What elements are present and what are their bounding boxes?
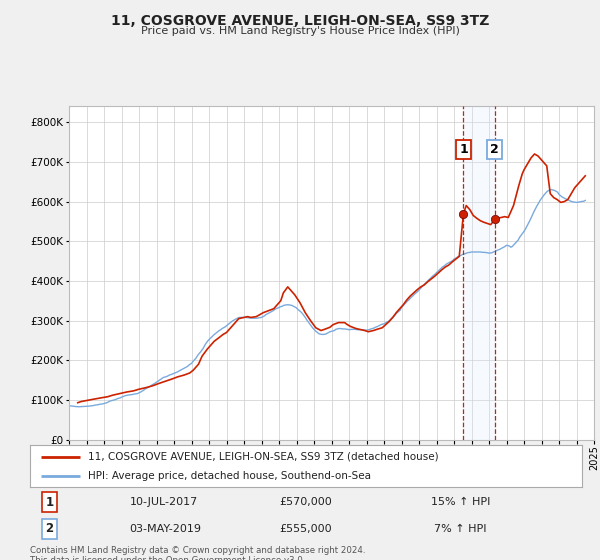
Text: 7% ↑ HPI: 7% ↑ HPI bbox=[434, 524, 487, 534]
Text: 11, COSGROVE AVENUE, LEIGH-ON-SEA, SS9 3TZ (detached house): 11, COSGROVE AVENUE, LEIGH-ON-SEA, SS9 3… bbox=[88, 451, 439, 461]
Bar bbox=[463, 106, 495, 440]
Text: 2: 2 bbox=[490, 143, 499, 156]
Text: 11, COSGROVE AVENUE, LEIGH-ON-SEA, SS9 3TZ: 11, COSGROVE AVENUE, LEIGH-ON-SEA, SS9 3… bbox=[111, 14, 489, 28]
Text: HPI: Average price, detached house, Southend-on-Sea: HPI: Average price, detached house, Sout… bbox=[88, 471, 371, 481]
Text: 1: 1 bbox=[459, 143, 468, 156]
Text: Contains HM Land Registry data © Crown copyright and database right 2024.
This d: Contains HM Land Registry data © Crown c… bbox=[30, 546, 365, 560]
Text: £570,000: £570,000 bbox=[280, 497, 332, 507]
Text: 2: 2 bbox=[45, 522, 53, 535]
Text: 10-JUL-2017: 10-JUL-2017 bbox=[130, 497, 197, 507]
Text: £555,000: £555,000 bbox=[280, 524, 332, 534]
Text: Price paid vs. HM Land Registry's House Price Index (HPI): Price paid vs. HM Land Registry's House … bbox=[140, 26, 460, 36]
Text: 1: 1 bbox=[45, 496, 53, 508]
Text: 03-MAY-2019: 03-MAY-2019 bbox=[130, 524, 202, 534]
Text: 15% ↑ HPI: 15% ↑ HPI bbox=[431, 497, 490, 507]
